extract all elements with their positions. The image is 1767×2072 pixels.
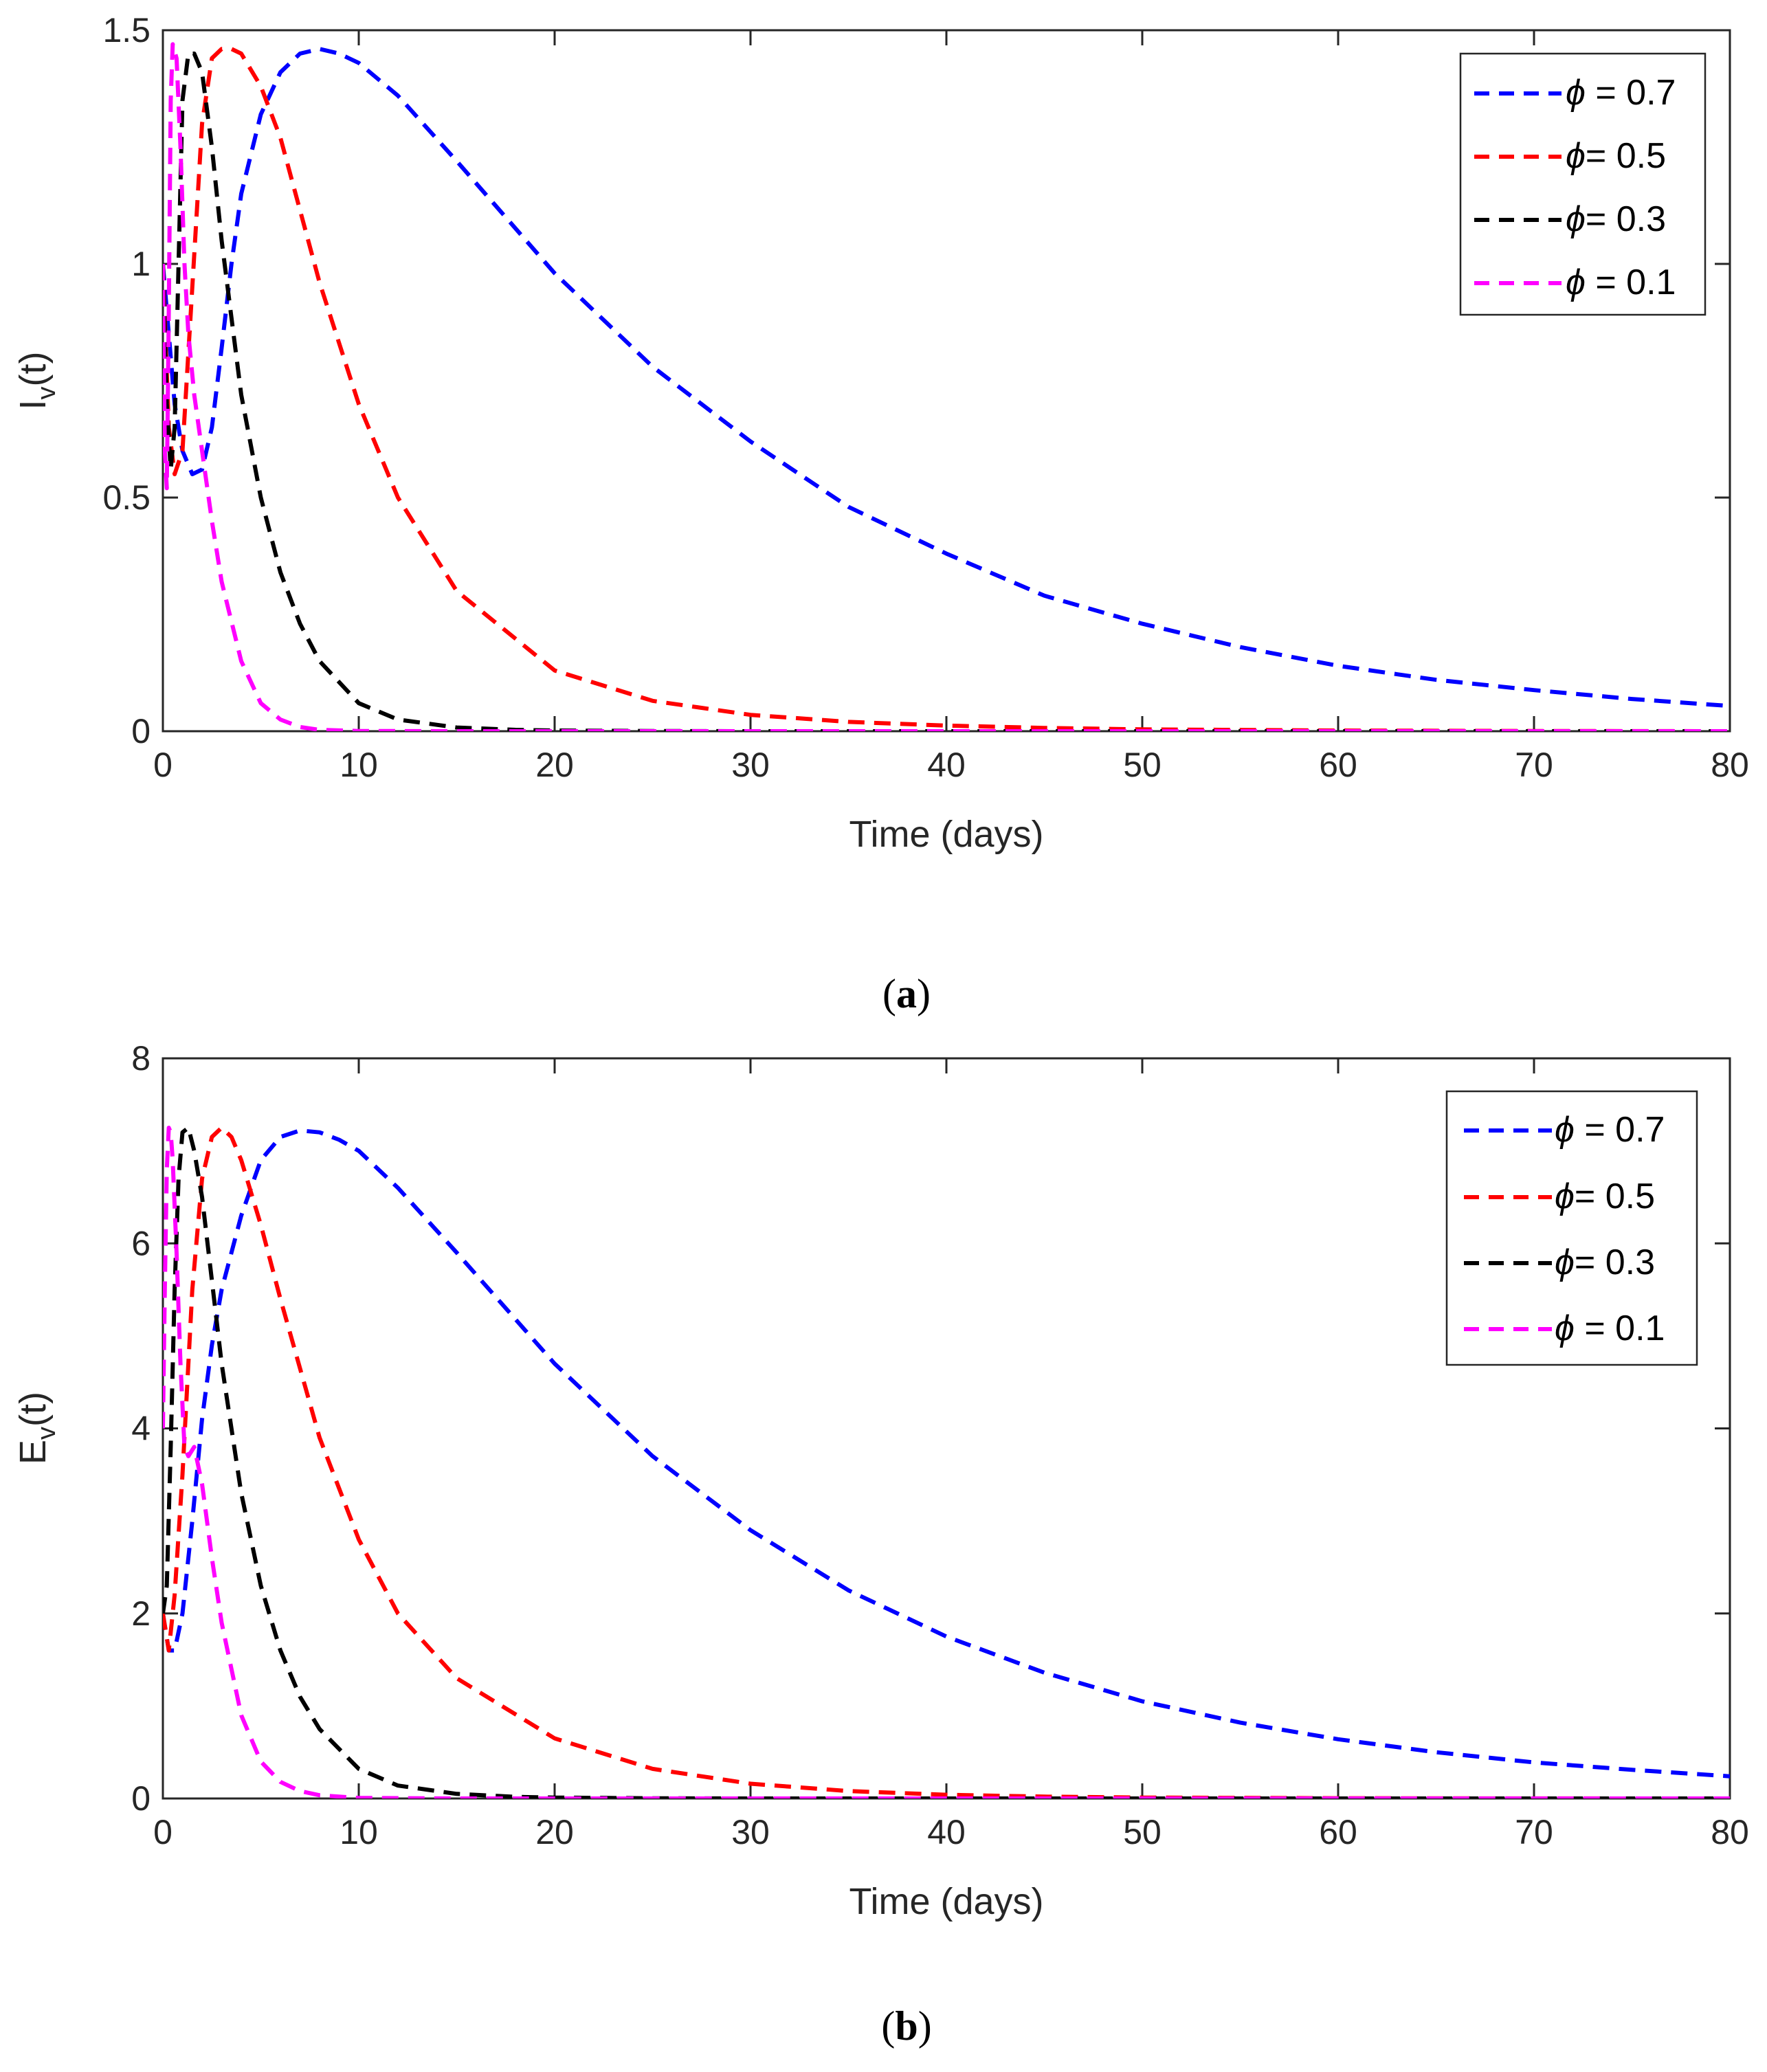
legend-label: ϕ = 0.7 bbox=[1566, 73, 1676, 113]
x-tick-label: 10 bbox=[340, 1813, 378, 1851]
y-tick-label: 0 bbox=[131, 1779, 151, 1818]
series-lines bbox=[163, 1126, 1730, 1798]
chart-panel-b: 0 10 20 30 40 50 60 70 80 0 2 4 6 8 Time (days) Ev(t… bbox=[12, 1039, 1749, 2049]
series-line-phi-0-7 bbox=[163, 47, 1730, 709]
series-line-phi-0-3 bbox=[163, 1126, 1730, 1798]
y-tick-label: 1.5 bbox=[102, 11, 151, 49]
x-tick-label: 30 bbox=[731, 746, 770, 784]
legend-box bbox=[1445, 1090, 1698, 1366]
series-line-phi-0-5 bbox=[163, 1126, 1730, 1798]
y-tick-label: 8 bbox=[131, 1039, 151, 1078]
axis-ticks bbox=[162, 1057, 1731, 1800]
legend-label: ϕ = 0.1 bbox=[1566, 263, 1676, 302]
y-axis-label-main: I bbox=[12, 399, 54, 410]
chart-panel-a: 0 10 20 30 40 50 60 70 80 0 0.5 1 1.5 Time (days) I… bbox=[12, 11, 1749, 1016]
x-tick-label: 70 bbox=[1515, 1813, 1553, 1851]
panel-label: (b) bbox=[881, 2003, 931, 2049]
legend-label: ϕ= 0.5 bbox=[1566, 136, 1666, 176]
legend-entry: ϕ= 0.5 bbox=[1474, 136, 1666, 176]
x-tick-label: 10 bbox=[340, 746, 378, 784]
legend: ϕ = 0.7 ϕ= 0.5 ϕ= 0.3 ϕ = 0.1 bbox=[1445, 1090, 1698, 1366]
x-axis-label: Time (days) bbox=[849, 814, 1043, 855]
x-tick-label: 40 bbox=[927, 1813, 966, 1851]
legend-label: ϕ= 0.5 bbox=[1555, 1177, 1655, 1216]
series-line-phi-0-7 bbox=[163, 1128, 1730, 1779]
y-tick-label: 6 bbox=[131, 1224, 151, 1262]
x-axis-label: Time (days) bbox=[849, 1881, 1043, 1922]
x-tick-label: 40 bbox=[927, 746, 966, 784]
y-tick-labels: 0 2 4 6 8 bbox=[131, 1039, 151, 1818]
y-tick-labels: 0 0.5 1 1.5 bbox=[102, 11, 151, 750]
legend-label: ϕ= 0.3 bbox=[1566, 199, 1666, 239]
y-tick-label: 0.5 bbox=[102, 478, 151, 517]
y-axis-label: Iv(t) bbox=[12, 352, 61, 410]
x-tick-label: 80 bbox=[1711, 746, 1749, 784]
legend-label: ϕ= 0.3 bbox=[1555, 1243, 1655, 1282]
y-axis-label-subscript: v bbox=[32, 386, 61, 399]
x-tick-label: 60 bbox=[1319, 1813, 1357, 1851]
series-line-phi-0-5 bbox=[163, 47, 1730, 731]
x-tick-label: 50 bbox=[1123, 1813, 1162, 1851]
y-axis-label: Ev(t) bbox=[12, 1392, 61, 1464]
y-tick-label: 1 bbox=[131, 245, 151, 283]
legend-entry: ϕ= 0.5 bbox=[1464, 1177, 1655, 1216]
y-axis-label-subscript: v bbox=[32, 1427, 61, 1440]
series-line-phi-0-3 bbox=[163, 52, 1730, 731]
y-axis-label-suffix: (t) bbox=[12, 352, 54, 387]
x-tick-label: 0 bbox=[153, 1813, 173, 1851]
legend-label: ϕ = 0.7 bbox=[1555, 1110, 1665, 1150]
x-tick-labels: 0 10 20 30 40 50 60 70 80 bbox=[153, 1813, 1749, 1851]
x-tick-labels: 0 10 20 30 40 50 60 70 80 bbox=[153, 746, 1749, 784]
x-tick-label: 50 bbox=[1123, 746, 1162, 784]
x-tick-label: 30 bbox=[731, 1813, 770, 1851]
series-line-phi-0-1 bbox=[163, 1126, 1730, 1798]
panel-label: (a) bbox=[882, 971, 931, 1016]
series-lines bbox=[163, 42, 1730, 731]
y-tick-label: 4 bbox=[131, 1410, 151, 1448]
legend-entry: ϕ = 0.7 bbox=[1474, 73, 1676, 113]
y-axis-label-main: E bbox=[12, 1440, 54, 1464]
legend-entry: ϕ = 0.1 bbox=[1464, 1308, 1665, 1348]
axis-ticks bbox=[162, 29, 1731, 733]
x-tick-label: 80 bbox=[1711, 1813, 1749, 1851]
legend-entry: ϕ = 0.7 bbox=[1464, 1110, 1665, 1150]
legend-box bbox=[1459, 52, 1707, 316]
x-tick-label: 0 bbox=[153, 746, 173, 784]
x-tick-label: 60 bbox=[1319, 746, 1357, 784]
legend-entry: ϕ = 0.1 bbox=[1474, 263, 1676, 302]
x-tick-label: 20 bbox=[535, 1813, 574, 1851]
y-axis-label-suffix: (t) bbox=[12, 1392, 54, 1427]
legend-entry: ϕ= 0.3 bbox=[1464, 1243, 1655, 1282]
x-tick-label: 20 bbox=[535, 746, 574, 784]
y-tick-label: 0 bbox=[131, 712, 151, 750]
y-tick-label: 2 bbox=[131, 1594, 151, 1633]
legend-entry: ϕ= 0.3 bbox=[1474, 199, 1666, 239]
series-line-phi-0-1 bbox=[163, 42, 1730, 731]
x-tick-label: 70 bbox=[1515, 746, 1553, 784]
legend: ϕ = 0.7 ϕ= 0.5 ϕ= 0.3 ϕ = 0.1 bbox=[1459, 52, 1707, 316]
legend-label: ϕ = 0.1 bbox=[1555, 1308, 1665, 1348]
